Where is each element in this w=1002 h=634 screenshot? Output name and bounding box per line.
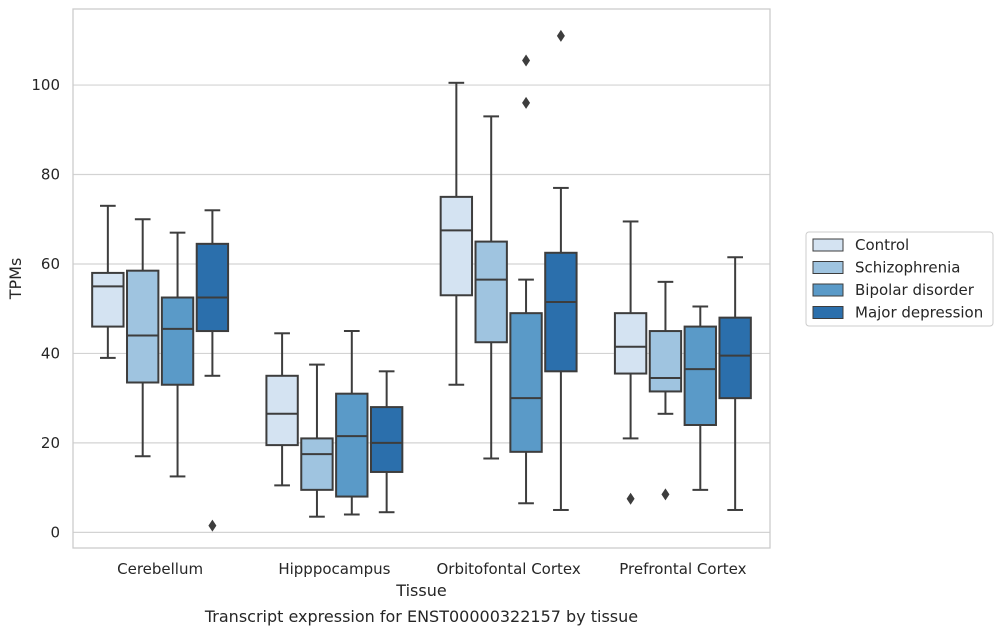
box-iqr xyxy=(613,312,648,375)
y-tick-label: 0 xyxy=(50,523,60,541)
legend-item: Control xyxy=(812,236,909,254)
box-bipolar-disorder xyxy=(335,330,369,516)
box-bipolar-disorder xyxy=(509,54,543,505)
legend-items: Control Schizophrenia Bipolar disorder Majo… xyxy=(812,236,983,322)
x-tick-label: Orbitofontal Cortex xyxy=(437,560,581,578)
outlier-point xyxy=(661,488,670,501)
legend-label: Control xyxy=(855,236,909,254)
legend-item: Bipolar disorder xyxy=(812,281,975,299)
box-layer xyxy=(91,29,752,532)
box-iqr xyxy=(265,374,299,447)
box-iqr xyxy=(335,392,369,498)
box-iqr xyxy=(195,242,230,333)
chart-caption: Transcript expression for ENST0000032215… xyxy=(204,607,638,626)
box-schizophrenia xyxy=(126,218,160,458)
x-tick-label: Hipppocampus xyxy=(278,560,390,578)
box-iqr xyxy=(369,406,404,473)
box-control xyxy=(439,81,474,386)
legend-frame xyxy=(805,231,994,327)
y-tick-label: 40 xyxy=(41,344,60,362)
y-tick-labels: 0 20 40 60 80 100 xyxy=(31,76,60,541)
legend-label: Major depression xyxy=(855,304,983,322)
legend-item: Major depression xyxy=(812,304,983,322)
box-iqr xyxy=(648,330,683,393)
box-iqr xyxy=(683,325,717,426)
box-control xyxy=(613,220,648,505)
box-major-depression xyxy=(195,209,230,532)
y-tick-label: 60 xyxy=(41,255,60,273)
box-iqr xyxy=(718,316,752,400)
box-iqr xyxy=(160,296,195,386)
box-major-depression xyxy=(369,370,404,514)
box-iqr xyxy=(544,251,578,373)
outlier-point xyxy=(208,519,217,532)
box-iqr xyxy=(300,437,334,491)
box-schizophrenia xyxy=(648,280,683,501)
legend-swatch xyxy=(812,306,844,319)
outlier-point xyxy=(522,54,531,67)
box-schizophrenia xyxy=(474,115,508,460)
box-major-depression xyxy=(718,256,752,511)
x-tick-label: Cerebellum xyxy=(117,560,203,578)
x-axis-label: Tissue xyxy=(395,581,446,600)
x-tick-labels: Cerebellum Hipppocampus Orbitofontal Corte… xyxy=(117,560,746,578)
box-iqr xyxy=(91,271,125,328)
box-bipolar-disorder xyxy=(683,305,717,491)
legend: Control Schizophrenia Bipolar disorder Majo… xyxy=(805,231,994,327)
box-major-depression xyxy=(544,29,578,511)
box-iqr xyxy=(439,195,474,297)
box-control xyxy=(91,204,125,359)
box-schizophrenia xyxy=(300,363,334,518)
legend-swatch xyxy=(812,261,844,274)
outlier-point xyxy=(522,96,531,109)
legend-swatch xyxy=(812,283,844,297)
box-bipolar-disorder xyxy=(160,231,195,478)
box-iqr xyxy=(509,312,543,453)
legend-item: Schizophrenia xyxy=(812,259,960,277)
y-tick-label: 80 xyxy=(41,166,60,184)
box-iqr xyxy=(126,269,160,384)
y-tick-label: 100 xyxy=(31,76,60,94)
box-control xyxy=(265,332,299,487)
y-axis-label: TPMs xyxy=(6,258,25,301)
legend-label: Schizophrenia xyxy=(855,259,960,277)
box-iqr xyxy=(474,240,508,344)
y-tick-label: 20 xyxy=(41,434,60,452)
legend-swatch xyxy=(812,238,844,252)
x-tick-label: Prefrontal Cortex xyxy=(619,560,746,578)
legend-label: Bipolar disorder xyxy=(855,281,975,299)
outlier-point xyxy=(556,29,565,42)
outlier-point xyxy=(626,492,635,505)
plot-frame xyxy=(72,8,771,549)
